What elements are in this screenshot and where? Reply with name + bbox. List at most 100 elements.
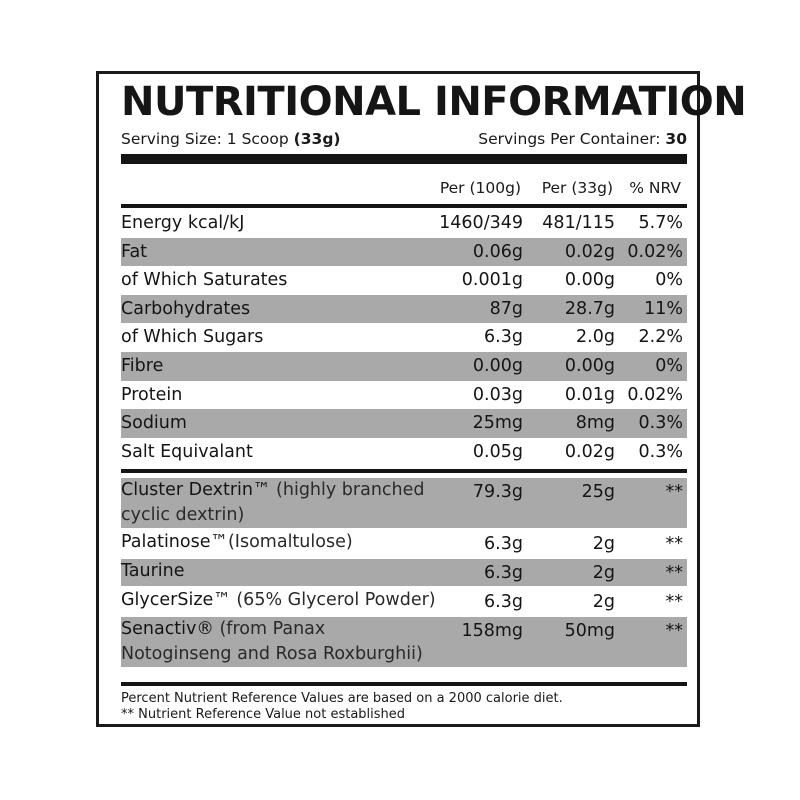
nutrient-per-serving: 0.01g xyxy=(564,384,615,405)
ingredient-per-100g: 158mg xyxy=(461,621,523,641)
serving-size-label: Serving Size: 1 Scoop xyxy=(121,130,294,148)
nutrient-nrv: 0.3% xyxy=(638,413,683,434)
servings-label: Servings Per Container: xyxy=(478,130,666,148)
ingredient-row: Senactiv® (from Panax Notoginseng and Ro… xyxy=(121,617,687,667)
nutrient-per-100g: 0.05g xyxy=(472,441,523,462)
ingredient-nrv: ** xyxy=(665,621,684,641)
serving-size: Serving Size: 1 Scoop (33g) xyxy=(121,128,341,150)
nutrient-nrv: 5.7% xyxy=(638,213,683,233)
nutrient-nrv: 0.3% xyxy=(638,441,683,462)
nutrient-nrv: 11% xyxy=(644,298,683,319)
serving-size-value: (33g) xyxy=(293,130,341,148)
nutrient-name: Salt Equivalant xyxy=(121,441,253,462)
divider-footnotes xyxy=(121,682,687,686)
nutrient-row: Carbohydrates 87g 28.7g 11% xyxy=(121,294,687,324)
ingredient-per-serving: 50mg xyxy=(564,621,615,641)
footnote-nrv-not-established: ** Nutrient Reference Value not establis… xyxy=(121,706,406,722)
ingredient-name: Senactiv® (from Panax Notoginseng and Ro… xyxy=(121,617,441,667)
nutrient-nrv: 2.2% xyxy=(638,327,683,348)
ingredient-brand: Palatinose™ xyxy=(121,532,228,552)
nutrient-name: Sodium xyxy=(121,413,187,434)
nutrient-per-serving: 2.0g xyxy=(576,327,615,348)
ingredient-description: (from Panax Notoginseng and Rosa Roxburg… xyxy=(121,619,423,664)
ingredient-name: GlycerSize™ (65% Glycerol Powder) xyxy=(121,588,441,613)
nutrient-row: Fat 0.06g 0.02g 0.02% xyxy=(121,237,687,267)
ingredient-name: Taurine xyxy=(121,559,441,584)
nutrient-nrv: 0% xyxy=(655,355,683,376)
ingredient-brand: Taurine xyxy=(121,561,185,581)
ingredient-description: (Isomaltulose) xyxy=(227,532,353,552)
nutrient-row: Salt Equivalant 0.05g 0.02g 0.3% xyxy=(121,438,687,467)
nutrition-panel: NUTRITIONAL INFORMATION Serving Size: 1 … xyxy=(96,71,747,727)
ingredient-nrv: ** xyxy=(665,592,684,612)
servings-value: 30 xyxy=(665,130,687,148)
ingredient-per-serving: 2g xyxy=(592,592,615,612)
ingredient-per-serving: 25g xyxy=(581,482,615,502)
nutrient-row: Fibre 0.00g 0.00g 0% xyxy=(121,351,687,381)
ingredient-nrv: ** xyxy=(665,482,684,502)
nutrient-per-serving: 481/115 xyxy=(542,213,615,233)
nutrient-name: Carbohydrates xyxy=(121,298,251,319)
nutrient-row: Sodium 25mg 8mg 0.3% xyxy=(121,409,687,438)
nutrient-per-serving: 8mg xyxy=(575,413,615,434)
nutrient-name: of Which Sugars xyxy=(121,327,264,348)
ingredient-per-100g: 79.3g xyxy=(472,482,523,502)
nutrient-row: of Which Sugars 6.3g 2.0g 2.2% xyxy=(121,323,687,352)
nutrient-per-100g: 0.00g xyxy=(472,355,523,376)
nutrient-per-serving: 0.00g xyxy=(564,270,615,291)
footnote-nrv-basis: Percent Nutrient Reference Values are ba… xyxy=(121,691,563,706)
nutrient-per-100g: 87g xyxy=(489,298,523,319)
nutrient-nrv: 0.02% xyxy=(627,241,683,262)
ingredient-per-100g: 6.3g xyxy=(484,563,523,583)
column-header-per-serving: Per (33g) xyxy=(541,179,613,197)
ingredient-per-serving: 2g xyxy=(592,563,615,583)
ingredient-brand: Cluster Dextrin™ xyxy=(121,480,271,500)
ingredient-name: Palatinose™(Isomaltulose) xyxy=(121,530,441,555)
panel-title: NUTRITIONAL INFORMATION xyxy=(121,79,747,125)
nutrient-name: Protein xyxy=(121,384,183,405)
ingredient-row: Cluster Dextrin™ (highly branched cyclic… xyxy=(121,478,687,528)
ingredient-per-serving: 2g xyxy=(592,534,615,554)
ingredient-nrv: ** xyxy=(665,534,684,554)
divider-ingredients xyxy=(121,469,687,473)
ingredient-description: (highly branched cyclic dextrin) xyxy=(121,480,425,525)
nutrient-nrv: 0% xyxy=(655,270,683,291)
nutrient-per-serving: 0.02g xyxy=(564,441,615,462)
ingredient-nrv: ** xyxy=(665,563,684,583)
nutrient-name: Energy kcal/kJ xyxy=(121,213,245,233)
nutrient-row: of Which Saturates 0.001g 0.00g 0% xyxy=(121,266,687,295)
divider-header xyxy=(121,204,687,208)
nutrient-per-serving: 0.00g xyxy=(564,355,615,376)
nutrient-name: Fibre xyxy=(121,355,164,376)
ingredient-row: Taurine 6.3g 2g ** xyxy=(121,559,687,586)
serving-info: Serving Size: 1 Scoop (33g) Servings Per… xyxy=(121,128,687,150)
column-header-per-100g: Per (100g) xyxy=(439,179,521,197)
nutrient-per-100g: 0.001g xyxy=(461,270,523,291)
nutrient-name: Fat xyxy=(121,241,148,262)
nutrient-per-100g: 25mg xyxy=(472,413,523,434)
divider-top xyxy=(121,154,687,164)
nutrient-table: Energy kcal/kJ 1460/349 481/115 5.7% Fat 0.06… xyxy=(121,209,687,466)
footnotes: Percent Nutrient Reference Values are ba… xyxy=(121,691,687,722)
ingredient-per-100g: 6.3g xyxy=(484,534,523,554)
nutrient-per-100g: 1460/349 xyxy=(439,213,523,233)
column-header-nrv: % NRV xyxy=(629,179,681,197)
ingredient-description: (65% Glycerol Powder) xyxy=(230,590,436,610)
nutrient-row: Energy kcal/kJ 1460/349 481/115 5.7% xyxy=(121,209,687,238)
ingredient-row: Palatinose™(Isomaltulose) 6.3g 2g ** xyxy=(121,530,687,557)
nutrient-name: of Which Saturates xyxy=(121,270,288,291)
ingredient-row: GlycerSize™ (65% Glycerol Powder) 6.3g 2g *… xyxy=(121,588,687,615)
ingredient-brand: Senactiv® xyxy=(121,619,214,639)
nutrient-per-serving: 28.7g xyxy=(564,298,615,319)
nutrient-nrv: 0.02% xyxy=(627,384,683,405)
servings-per-container: Servings Per Container: 30 xyxy=(478,128,687,150)
nutrient-per-100g: 0.06g xyxy=(472,241,523,262)
ingredient-per-100g: 6.3g xyxy=(484,592,523,612)
ingredient-table: Cluster Dextrin™ (highly branched cyclic… xyxy=(121,478,687,669)
nutrient-per-serving: 0.02g xyxy=(564,241,615,262)
nutrient-per-100g: 6.3g xyxy=(484,327,523,348)
ingredient-name: Cluster Dextrin™ (highly branched cyclic… xyxy=(121,478,441,528)
nutrient-per-100g: 0.03g xyxy=(472,384,523,405)
nutrient-row: Protein 0.03g 0.01g 0.02% xyxy=(121,381,687,410)
ingredient-brand: GlycerSize™ xyxy=(121,590,231,610)
